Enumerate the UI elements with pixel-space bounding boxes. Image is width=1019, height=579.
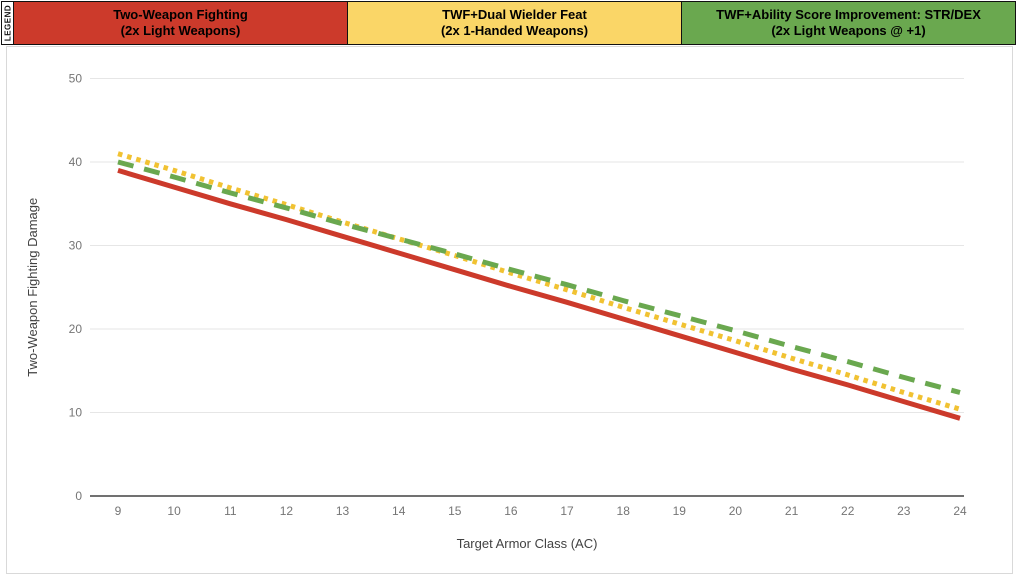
- legend-item-subtitle: (2x 1-Handed Weapons): [440, 23, 589, 38]
- line-chart: 0 10 20 30 40 50 9 10 11 12 13 14 15 16 17 18 19 20 21 22 23…: [25, 72, 967, 552]
- x-tick-label: 17: [560, 504, 574, 518]
- x-tick-label: 16: [504, 504, 518, 518]
- x-tick-label: 24: [953, 504, 967, 518]
- legend-item-title: TWF+Dual Wielder Feat: [442, 7, 587, 22]
- y-tick-label: 20: [69, 322, 83, 336]
- x-tick-label: 23: [897, 504, 911, 518]
- x-tick-label: 21: [785, 504, 799, 518]
- x-tick-label: 10: [167, 504, 181, 518]
- series-line-1: [117, 151, 961, 412]
- chart-panel: 0 10 20 30 40 50 9 10 11 12 13 14 15 16 17 18 19 20 21 22 23…: [6, 46, 1013, 574]
- x-tick-label: 12: [280, 504, 294, 518]
- y-tick-label: 50: [69, 72, 83, 86]
- legend-item-asi: TWF+Ability Score Improvement: STR/DEX (…: [681, 1, 1016, 45]
- legend-item-subtitle: (2x Light Weapons): [120, 23, 241, 38]
- x-tick-label: 13: [336, 504, 350, 518]
- series-line-0: [117, 168, 961, 421]
- y-tick-label: 40: [69, 155, 83, 169]
- legend-item-title: TWF+Ability Score Improvement: STR/DEX: [716, 7, 981, 22]
- y-axis-title: Two-Weapon Fighting Damage: [25, 198, 40, 377]
- y-tick-label: 0: [75, 489, 82, 503]
- x-tick-label: 11: [224, 504, 237, 518]
- x-tick-label: 22: [841, 504, 855, 518]
- series-line-2: [117, 159, 961, 395]
- legend-tag: LEGEND: [1, 1, 14, 45]
- legend-bar: LEGEND Two-Weapon Fighting (2x Light Wea…: [1, 1, 1016, 45]
- x-tick-label: 19: [673, 504, 687, 518]
- x-tick-label: 20: [729, 504, 743, 518]
- legend-item-subtitle: (2x Light Weapons @ +1): [771, 23, 926, 38]
- x-tick-label: 14: [392, 504, 406, 518]
- x-tick-label: 15: [448, 504, 462, 518]
- legend-item-title: Two-Weapon Fighting: [113, 7, 248, 22]
- legend-item-dual-wielder: TWF+Dual Wielder Feat (2x 1-Handed Weapo…: [347, 1, 682, 45]
- x-axis-title: Target Armor Class (AC): [457, 536, 598, 551]
- y-tick-label: 10: [69, 406, 83, 420]
- x-tick-label: 9: [115, 504, 122, 518]
- y-tick-label: 30: [69, 239, 83, 253]
- legend-tag-label: LEGEND: [3, 4, 12, 42]
- legend-item-twf: Two-Weapon Fighting (2x Light Weapons): [13, 1, 348, 45]
- x-tick-label: 18: [617, 504, 631, 518]
